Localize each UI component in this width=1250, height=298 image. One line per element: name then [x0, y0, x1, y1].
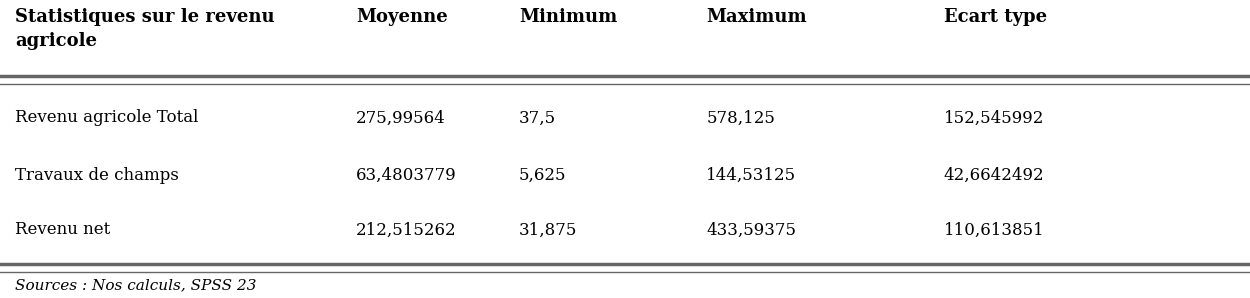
- Text: 152,545992: 152,545992: [944, 109, 1044, 126]
- Text: 275,99564: 275,99564: [356, 109, 446, 126]
- Text: 212,515262: 212,515262: [356, 221, 457, 238]
- Text: Ecart type: Ecart type: [944, 8, 1048, 26]
- Text: 578,125: 578,125: [706, 109, 775, 126]
- Text: Revenu net: Revenu net: [15, 221, 110, 238]
- Text: Sources : Nos calculs, SPSS 23: Sources : Nos calculs, SPSS 23: [15, 278, 256, 292]
- Text: 31,875: 31,875: [519, 221, 578, 238]
- Text: agricole: agricole: [15, 32, 98, 50]
- Text: Travaux de champs: Travaux de champs: [15, 167, 179, 184]
- Text: 110,613851: 110,613851: [944, 221, 1045, 238]
- Text: Maximum: Maximum: [706, 8, 808, 26]
- Text: Revenu agricole Total: Revenu agricole Total: [15, 109, 199, 126]
- Text: 433,59375: 433,59375: [706, 221, 796, 238]
- Text: 63,4803779: 63,4803779: [356, 167, 457, 184]
- Text: Moyenne: Moyenne: [356, 8, 447, 26]
- Text: 37,5: 37,5: [519, 109, 556, 126]
- Text: Minimum: Minimum: [519, 8, 618, 26]
- Text: 144,53125: 144,53125: [706, 167, 796, 184]
- Text: 42,6642492: 42,6642492: [944, 167, 1045, 184]
- Text: 5,625: 5,625: [519, 167, 566, 184]
- Text: Statistiques sur le revenu: Statistiques sur le revenu: [15, 8, 275, 26]
